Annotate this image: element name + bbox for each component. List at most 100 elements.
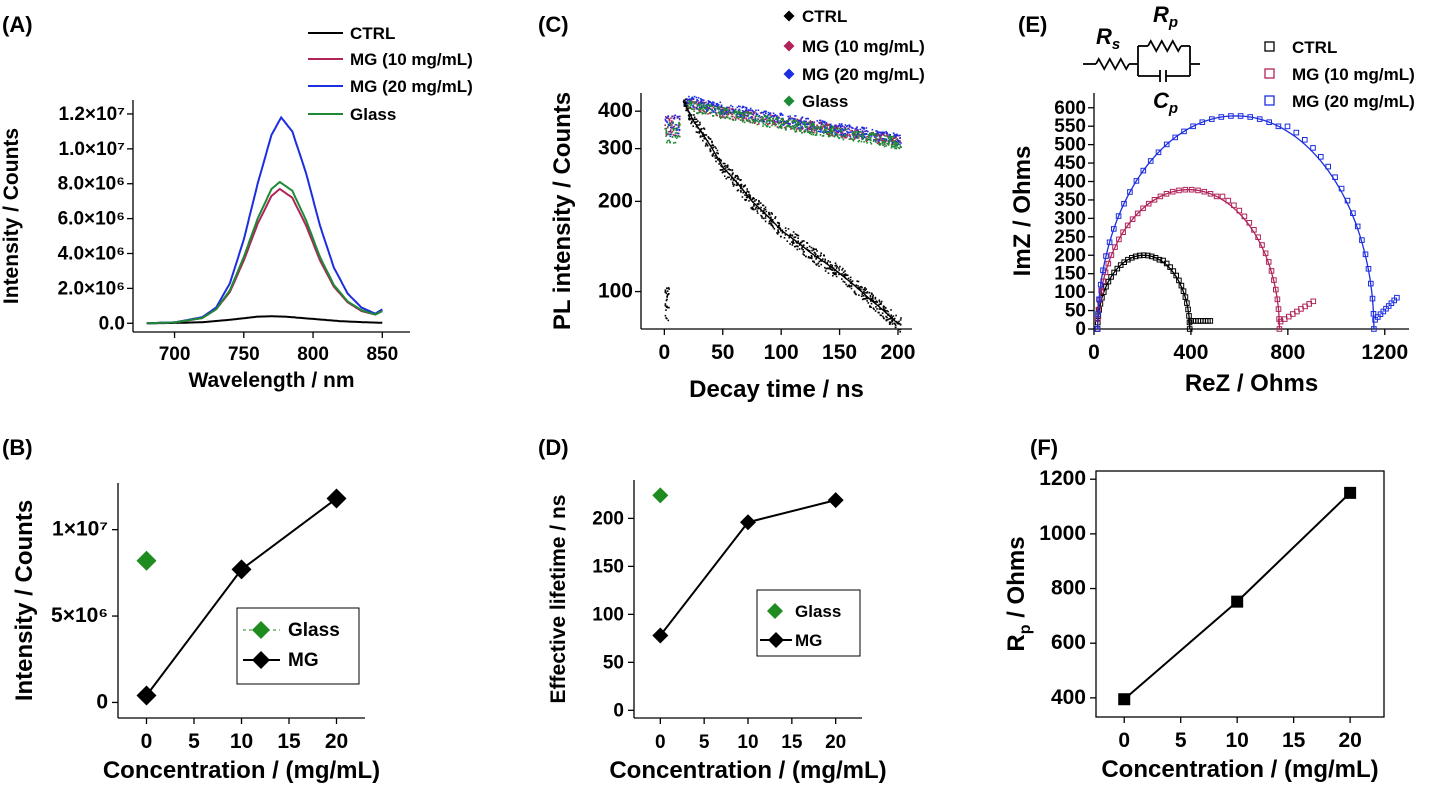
decay-dot-3	[811, 128, 814, 130]
resistor-rp-icon	[1147, 39, 1182, 53]
pre-pulse-dot-1	[670, 131, 673, 134]
decay-dot-3	[841, 136, 843, 139]
data-point-2	[1332, 174, 1338, 180]
y-tick-label: 1000	[1039, 522, 1086, 545]
decay-dot-1	[731, 113, 733, 116]
decay-dot-0	[764, 215, 767, 217]
decay-dot-3	[750, 117, 752, 120]
x-tick-label: 400	[1173, 341, 1208, 364]
decay-dot-3	[782, 123, 785, 125]
decay-dot-2	[776, 115, 778, 117]
decay-dot-1	[809, 120, 812, 122]
y-tick-label: 1.2×10⁷	[59, 104, 126, 125]
data-point-2	[1103, 253, 1109, 259]
decay-dot-3	[691, 100, 693, 103]
decay-dot-0	[760, 206, 762, 209]
decay-dot-2	[695, 106, 697, 109]
legend-marker-Glass	[767, 603, 783, 619]
decay-dot-2	[850, 131, 852, 133]
decay-dot-0	[858, 286, 860, 289]
decay-dot-0	[863, 288, 866, 291]
decay-dot-2	[879, 135, 881, 137]
decay-dot-3	[793, 129, 796, 131]
decay-dot-0	[895, 320, 898, 323]
decay-dot-3	[746, 120, 749, 122]
data-point-0	[1182, 294, 1189, 300]
decay-dot-0	[734, 174, 737, 177]
y-tick-label: 550	[1054, 116, 1086, 137]
decay-dot-3	[868, 133, 871, 136]
data-point-1	[1276, 326, 1283, 332]
decay-dot-3	[733, 112, 735, 115]
y-tick-label: 100	[1054, 282, 1086, 303]
decay-dot-3	[744, 114, 746, 117]
y-tick-label: 150	[1054, 264, 1086, 285]
decay-dot-2	[847, 131, 849, 134]
pre-pulse-dot-3	[672, 121, 674, 123]
decay-dot-0	[732, 179, 735, 181]
decay-dot-0	[688, 116, 690, 118]
decay-dot-3	[895, 138, 898, 141]
decay-dot-0	[811, 256, 813, 258]
decay-dot-0	[689, 117, 691, 120]
decay-dot-1	[701, 101, 704, 103]
decay-dot-3	[891, 145, 893, 148]
decay-dot-1	[780, 121, 782, 124]
decay-dot-2	[876, 132, 878, 135]
decay-dot-3	[882, 141, 885, 143]
decay-dot-0	[872, 298, 874, 300]
decay-dot-3	[852, 131, 854, 134]
decay-dot-0	[688, 118, 690, 120]
decay-dot-1	[809, 131, 811, 133]
decay-dot-2	[707, 102, 710, 105]
x-tick-label: 50	[711, 341, 734, 364]
decay-dot-1	[785, 120, 788, 122]
decay-dot-2	[882, 138, 884, 140]
decay-dot-3	[778, 125, 781, 128]
pre-pulse-dot-0	[666, 287, 668, 289]
decay-dot-1	[835, 131, 838, 134]
decay-dot-2	[686, 103, 688, 106]
decay-dot-1	[747, 110, 749, 112]
decay-dot-3	[751, 122, 754, 124]
decay-dot-0	[728, 176, 730, 179]
decay-dot-1	[885, 140, 887, 142]
decay-dot-0	[724, 167, 727, 169]
decay-dot-3	[687, 105, 690, 108]
decay-dot-3	[846, 135, 849, 137]
data-point-1	[1116, 236, 1122, 243]
panel-a: (A)700 750 800 8500.02.0×10⁶4.0×10⁶6.0×10⁶8…	[0, 12, 473, 392]
decay-dot-1	[882, 133, 885, 135]
decay-dot-3	[711, 109, 714, 111]
decay-dot-3	[895, 145, 897, 147]
decay-dot-0	[823, 254, 825, 257]
decay-dot-2	[727, 106, 729, 109]
decay-dot-0	[872, 307, 875, 309]
decay-dot-0	[824, 266, 826, 269]
decay-dot-1	[742, 119, 745, 122]
decay-dot-0	[801, 248, 803, 250]
decay-dot-0	[740, 183, 743, 186]
decay-dot-0	[726, 165, 729, 167]
decay-dot-3	[742, 114, 744, 117]
data-point-1	[1236, 207, 1243, 214]
decay-dot-0	[870, 306, 872, 308]
decay-dot-0	[756, 210, 759, 212]
pre-pulse-dot-3	[671, 136, 674, 138]
decay-dot-0	[777, 222, 780, 224]
decay-dot-3	[719, 108, 721, 111]
decay-dot-2	[751, 109, 753, 112]
decay-dot-0	[792, 242, 794, 244]
decay-dot-0	[870, 302, 873, 305]
decay-dot-0	[836, 265, 838, 268]
decay-dot-0	[732, 183, 734, 185]
decay-dot-3	[712, 115, 714, 117]
decay-dot-3	[848, 138, 851, 140]
decay-dot-2	[729, 111, 732, 114]
decay-dot-2	[806, 123, 809, 126]
decay-dot-0	[684, 98, 687, 101]
decay-dot-1	[791, 117, 793, 119]
decay-dot-0	[744, 199, 747, 202]
pre-pulse-dot-1	[664, 124, 666, 126]
decay-dot-3	[719, 113, 721, 115]
